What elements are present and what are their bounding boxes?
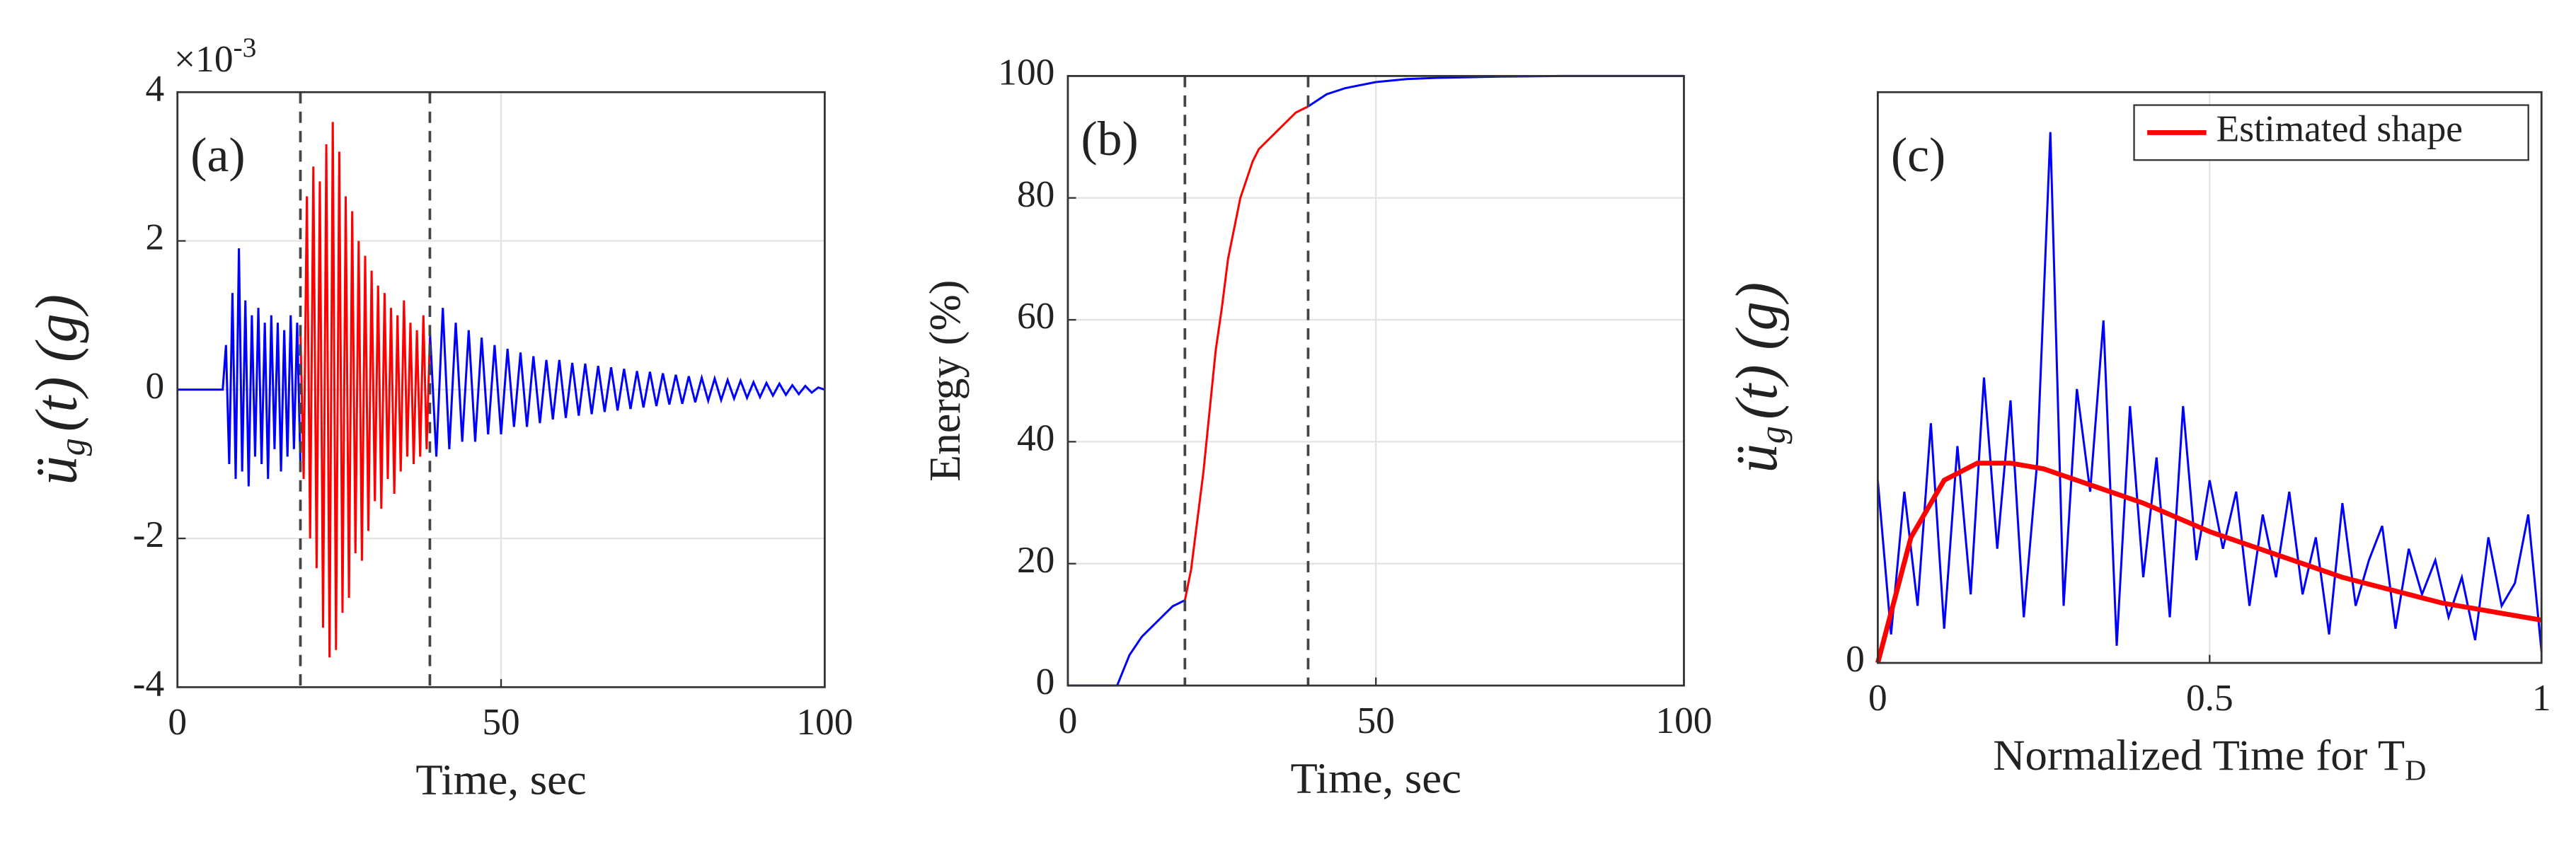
panel-label: (c)	[1891, 127, 1945, 181]
y-tick-label: 100	[998, 52, 1054, 93]
panel: 0 50 100 0 20 40 60 80 100 (b) Time, sec Energy (%)	[921, 52, 1713, 802]
x-tick-label: 100	[1655, 700, 1712, 741]
y-tick-label: -2	[133, 514, 164, 555]
x-tick-label: 0	[1059, 700, 1078, 741]
y-tick-label: 40	[1017, 418, 1054, 459]
y-axis-label-main: Energy (%)	[921, 280, 970, 482]
panel: 0 50 100 -4 -2 0 2 4 (a) Time, sec üg (t) (g) ×10-3	[23, 33, 853, 804]
x-tick-label: 0.5	[2186, 678, 2233, 719]
axes-box	[1877, 91, 2543, 664]
panel-label: (b)	[1081, 112, 1139, 166]
y-exponent-base: ×10	[174, 40, 233, 81]
y-tick-label: 60	[1017, 296, 1054, 337]
series-line	[299, 122, 431, 658]
y-axis-label-rest: (t) (g)	[23, 294, 89, 432]
y-exponent: ×10-3	[174, 33, 256, 80]
axes-box	[1066, 75, 1685, 687]
series-line	[1875, 461, 2542, 664]
x-tick-label: 0	[1868, 678, 1887, 719]
series-line	[428, 308, 825, 457]
x-axis-label: Normalized Time for TD	[1993, 732, 2426, 786]
panel-label: (a)	[190, 127, 245, 181]
x-axis-label: Time, sec	[1290, 755, 1461, 802]
y-tick-label: 2	[145, 217, 164, 258]
y-exponent-power: -3	[234, 33, 257, 63]
x-tick-label: 0	[168, 703, 187, 744]
series-line	[1876, 132, 2543, 652]
y-axis-label: Energy (%)	[921, 280, 970, 482]
x-axis-label: Time, sec	[415, 756, 586, 804]
y-axis-label-rest: (t) (g)	[1723, 282, 1789, 420]
y-axis-label: üg (t) (g)	[1723, 282, 1792, 473]
axes-box	[176, 91, 826, 688]
y-axis-label-sub: g	[1752, 426, 1792, 444]
y-tick-label: 0	[145, 366, 164, 407]
x-axis-label-sub: D	[2405, 753, 2426, 786]
y-tick-label: 80	[1017, 174, 1054, 215]
x-tick-label: 1	[2532, 678, 2551, 719]
y-tick-label: 4	[145, 69, 164, 110]
series-line	[177, 248, 302, 487]
y-axis-label-main: ü	[23, 456, 89, 485]
y-axis-label-sub: g	[52, 438, 91, 456]
y-tick-label: 0	[1036, 661, 1055, 703]
legend-label: Estimated shape	[2216, 109, 2463, 150]
y-axis-label-main: ü	[1723, 444, 1789, 473]
series-line	[1183, 105, 1309, 601]
x-tick-label: 100	[796, 703, 853, 744]
x-axis-label-main: Normalized Time for T	[1993, 732, 2405, 780]
y-tick-label: 0	[1846, 639, 1865, 680]
x-tick-label: 50	[1357, 700, 1395, 741]
y-tick-label: 20	[1017, 540, 1054, 581]
y-axis-label: üg (t) (g)	[23, 294, 92, 485]
x-tick-label: 50	[482, 703, 519, 744]
y-tick-label: -4	[133, 664, 164, 705]
